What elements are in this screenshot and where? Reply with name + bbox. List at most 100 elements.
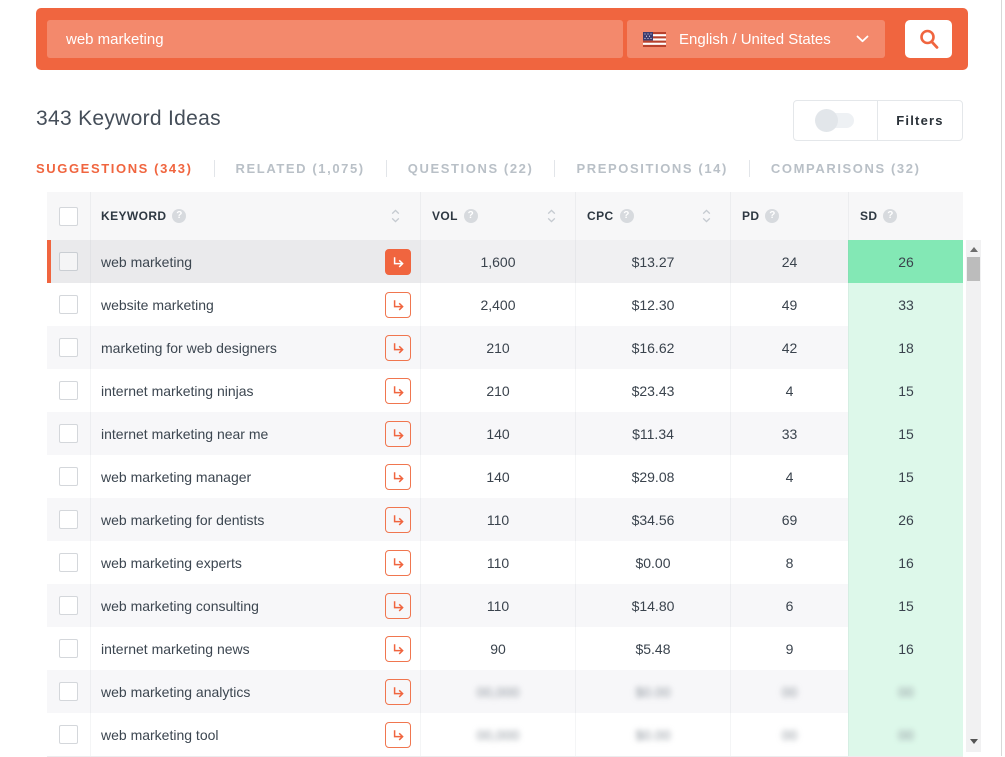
keyword-text: web marketing manager [101,468,252,485]
row-checkbox[interactable] [59,725,78,744]
table-row[interactable]: internet marketing near me 140 $11.34 33… [47,412,963,455]
row-checkbox[interactable] [59,510,78,529]
keyword-text: marketing for web designers [101,339,277,356]
table-row[interactable]: web marketing for dentists 110 $34.56 69… [47,498,963,541]
sd-value: 15 [898,382,914,399]
volume-value: 210 [486,382,510,399]
row-checkbox[interactable] [59,338,78,357]
row-checkbox[interactable] [59,553,78,572]
cpc-value: $13.27 [631,253,675,270]
sd-help-icon[interactable]: ? [883,209,898,223]
column-header-pd[interactable]: PD [742,209,760,223]
language-selector[interactable]: English / United States [627,20,885,58]
column-header-cpc[interactable]: CPC [587,209,614,223]
column-header-vol[interactable]: VOL [432,209,458,223]
row-checkbox[interactable] [59,467,78,486]
sd-value: 15 [898,597,914,614]
row-checkbox[interactable] [59,424,78,443]
volume-value: 00,000 [476,683,520,700]
cpc-value: $16.62 [631,339,675,356]
tab-comparisons[interactable]: COMPARISONS (32) [770,161,921,176]
filters-toggle[interactable] [794,101,878,140]
table-row[interactable]: website marketing 2,400 $12.30 49 33 [47,283,963,326]
row-checkbox[interactable] [59,252,78,271]
cpc-value: $34.56 [631,511,675,528]
vol-sort-icon[interactable] [547,209,556,223]
pd-value: 42 [781,339,798,356]
search-button[interactable] [905,20,952,58]
expand-keyword-button[interactable] [385,506,411,533]
row-checkbox[interactable] [59,596,78,615]
sd-value: 00 [898,726,914,743]
pd-value: 00 [781,683,798,700]
subdirectory-arrow-icon [390,727,406,743]
expand-keyword-button[interactable] [385,377,411,404]
row-checkbox[interactable] [59,682,78,701]
table-scrollbar[interactable] [966,240,981,752]
row-checkbox[interactable] [59,639,78,658]
search-bar: English / United States [36,8,968,70]
pd-value: 24 [781,253,798,270]
pd-value: 4 [785,468,794,485]
tab-suggestions[interactable]: SUGGESTIONS (343) [36,161,193,176]
table-row[interactable]: web marketing experts 110 $0.00 8 16 [47,541,963,584]
select-all-checkbox[interactable] [59,206,78,226]
cpc-help-icon[interactable]: ? [619,209,634,223]
subdirectory-arrow-icon [390,426,406,442]
volume-value: 210 [486,339,510,356]
keyword-text: web marketing for dentists [101,511,265,528]
sd-value: 15 [898,468,914,485]
row-checkbox[interactable] [59,381,78,400]
scroll-up-button[interactable] [969,247,978,252]
table-row[interactable]: web marketing 1,600 $13.27 24 26 [47,240,963,283]
pd-value: 9 [785,640,794,657]
column-header-sd[interactable]: SD [860,209,878,223]
keyword-sort-icon[interactable] [391,209,400,223]
keyword-text: web marketing tool [101,726,219,743]
row-checkbox[interactable] [59,295,78,314]
subdirectory-arrow-icon [390,684,406,700]
cpc-sort-icon[interactable] [702,209,711,223]
expand-keyword-button[interactable] [385,291,411,318]
subdirectory-arrow-icon [390,512,406,528]
expand-keyword-button[interactable] [385,463,411,490]
tab-prepositions[interactable]: PREPOSITIONS (14) [576,161,728,176]
volume-value: 1,600 [480,253,516,270]
filters-button[interactable]: Filters [878,101,962,140]
scrollbar-thumb[interactable] [967,257,980,281]
search-input[interactable] [47,20,623,58]
table-row[interactable]: web marketing analytics 00,000 $0.00 00 … [47,670,963,713]
sd-value: 33 [898,296,914,313]
tab-related[interactable]: RELATED (1,075) [235,161,365,176]
column-header-keyword[interactable]: KEYWORD [101,209,167,223]
keyword-help-icon[interactable]: ? [172,209,187,223]
tab-questions[interactable]: QUESTIONS (22) [407,161,534,176]
scroll-down-button[interactable] [969,739,978,744]
vol-help-icon[interactable]: ? [463,209,478,223]
sd-value: 26 [898,511,914,528]
expand-keyword-button[interactable] [385,721,411,748]
table-row[interactable]: internet marketing news 90 $5.48 9 16 [47,627,963,670]
subdirectory-arrow-icon [390,598,406,614]
filters-label: Filters [896,113,944,128]
expand-keyword-button[interactable] [385,549,411,576]
toggle-knob [815,109,838,132]
expand-keyword-button[interactable] [385,420,411,447]
pd-help-icon[interactable]: ? [765,209,780,223]
table-row[interactable]: internet marketing ninjas 210 $23.43 4 1… [47,369,963,412]
expand-keyword-button[interactable] [385,592,411,619]
volume-value: 90 [490,640,506,657]
expand-keyword-button[interactable] [385,635,411,662]
table-row[interactable]: web marketing manager 140 $29.08 4 15 [47,455,963,498]
expand-keyword-button[interactable] [385,678,411,705]
keyword-text: internet marketing news [101,640,250,657]
table-row[interactable]: web marketing consulting 110 $14.80 6 15 [47,584,963,627]
expand-keyword-button[interactable] [385,248,411,275]
cpc-value: $11.34 [632,425,674,442]
pd-value: 4 [785,382,794,399]
sd-value: 18 [898,339,914,356]
table-row[interactable]: marketing for web designers 210 $16.62 4… [47,326,963,369]
table-row[interactable]: web marketing tool 00,000 $0.00 00 00 [47,713,963,756]
keyword-text: web marketing [101,253,193,270]
expand-keyword-button[interactable] [385,334,411,361]
